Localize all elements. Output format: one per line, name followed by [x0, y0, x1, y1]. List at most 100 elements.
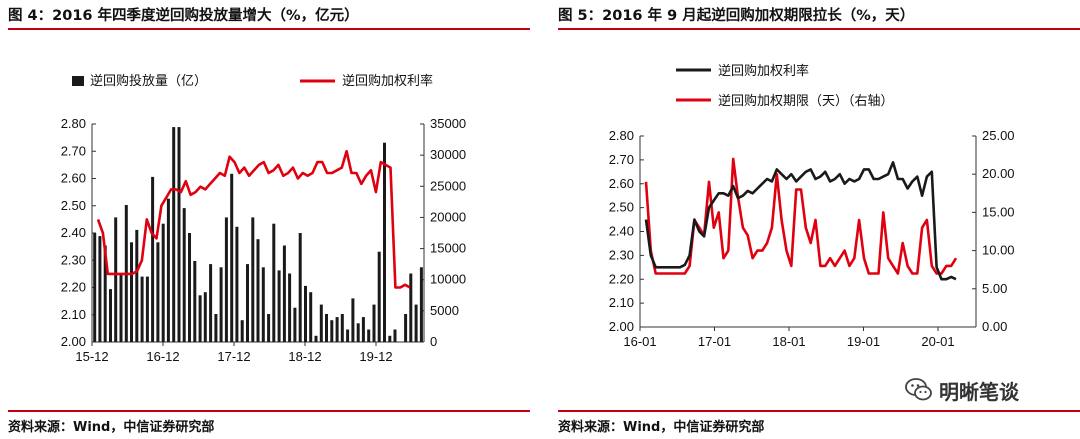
c1-right-tick-label: 30000 [430, 147, 466, 162]
bar [314, 335, 318, 342]
c1-right-tick-label: 0 [430, 334, 437, 349]
c1-left-tick-label: 2.70 [61, 143, 86, 158]
bar [114, 217, 118, 342]
bar [182, 208, 186, 342]
bar [98, 236, 102, 342]
c2-left-tick-label: 2.30 [609, 247, 634, 262]
figure-4-panel: 图 4：2016 年四季度逆回购投放量增大（%，亿元） 2.80 2.70 2.60… [8, 0, 530, 439]
bar [188, 233, 191, 342]
bar [388, 335, 392, 342]
c2-right-tick-label: 10.00 [982, 243, 1015, 258]
figure-5-source: 资料来源：Wind，中信证券研究部 [558, 420, 765, 435]
bar [261, 267, 265, 342]
c2-left-tick-label: 2.70 [609, 152, 634, 167]
bar [119, 273, 123, 342]
wechat-icon [905, 378, 932, 401]
bar [298, 233, 302, 342]
bar [330, 320, 334, 342]
bar [304, 285, 307, 342]
figure-4-title: 图 4：2016 年四季度逆回购投放量增大（%，亿元） [8, 8, 359, 24]
bar [351, 298, 355, 342]
bar [346, 329, 350, 342]
bar [145, 276, 149, 342]
c2-left-tick-label: 2.10 [609, 295, 634, 310]
c1-right-tick-label: 10000 [430, 272, 466, 287]
figure-5-top-rule [558, 28, 1080, 30]
bar [166, 198, 170, 342]
legend-rate-label: 逆回购加权利率 [718, 63, 809, 79]
bar [319, 304, 323, 342]
bar [356, 323, 360, 342]
bar [288, 273, 292, 342]
figure-5-bottom-rule [558, 410, 1080, 412]
c1-left-tick-label: 2.20 [61, 280, 86, 295]
bar [419, 267, 423, 342]
c1-left-tick-label: 2.30 [61, 252, 86, 267]
bar [277, 270, 281, 342]
bar [130, 242, 133, 342]
bar [293, 307, 297, 342]
bar [151, 176, 155, 342]
legend-line-label: 逆回购加权利率 [342, 73, 433, 89]
bar [361, 317, 365, 342]
bar [367, 329, 371, 342]
c2-x-tick-label: 16-01 [623, 334, 656, 349]
bar [256, 239, 260, 342]
bar [177, 127, 181, 342]
figure-4-source: 资料来源：Wind，中信证券研究部 [8, 420, 215, 435]
c2-left-tick-label: 2.50 [609, 200, 634, 215]
c1-x-tick-label: 15-12 [75, 349, 108, 364]
bar [140, 276, 144, 342]
figure-5-chart: 2.80 2.70 2.60 2.50 2.40 2.30 2.20 2.10 2.00 25.0… [609, 63, 1015, 349]
c2-right-tick-label: 0.00 [982, 319, 1007, 334]
c1-left-tick-label: 2.50 [61, 198, 86, 213]
c2-x-tick-label: 18-01 [772, 334, 805, 349]
bar [409, 273, 413, 342]
bar [172, 127, 176, 342]
c1-right-tick-label: 5000 [430, 303, 459, 318]
c1-x-tick-label: 19-12 [359, 349, 392, 364]
c1-right-tick-label: 25000 [430, 178, 466, 193]
bar [335, 317, 339, 342]
c2-left-tick-label: 2.40 [609, 224, 634, 239]
c1-left-tick-label: 2.00 [61, 334, 86, 349]
bar [103, 245, 107, 342]
c2-left-tick-label: 2.80 [609, 128, 634, 143]
c2-right-tick-label: 25.00 [982, 128, 1015, 143]
bar [240, 320, 244, 342]
c1-right-tick-label: 15000 [430, 241, 466, 256]
figure-5-panel: 图 5：2016 年 9 月起逆回购加权期限拉长（%，天） 2.80 2.70 2.… [558, 0, 1080, 439]
figure-4-chart: 2.80 2.70 2.60 2.50 2.40 2.30 2.20 2.10 2.00 3500… [61, 73, 466, 364]
bar [404, 314, 408, 342]
c2-x-tick-label: 20-01 [921, 334, 954, 349]
c1-right-tick-label: 20000 [430, 209, 466, 224]
bar [414, 304, 418, 342]
bar [198, 295, 202, 342]
figure-5-title: 图 5：2016 年 9 月起逆回购加权期限拉长（%，天） [558, 8, 915, 24]
bar [156, 242, 160, 342]
bar [272, 223, 276, 342]
bar [325, 314, 328, 342]
watermark-text: 明晰笔谈 [939, 380, 1019, 404]
bar [135, 229, 139, 342]
bar [383, 142, 386, 342]
bar [193, 261, 197, 342]
c2-x-tick-label: 19-01 [847, 334, 880, 349]
bar [309, 292, 313, 342]
c1-left-tick-label: 2.40 [61, 225, 86, 240]
bar [235, 226, 239, 342]
c1-left-tick-label: 2.10 [61, 307, 86, 322]
c1-left-tick-label: 2.80 [61, 116, 86, 131]
bar [93, 233, 97, 342]
figure-4-top-rule [8, 28, 530, 30]
bar [393, 329, 397, 342]
legend-bar-swatch [72, 76, 84, 86]
bar [377, 251, 381, 342]
bar [282, 245, 286, 342]
watermark: 明晰笔谈 [905, 374, 1065, 406]
bar [203, 292, 207, 342]
bar [214, 314, 218, 342]
bar [372, 304, 376, 342]
bar [340, 314, 344, 342]
c1-x-tick-label: 17-12 [217, 349, 250, 364]
